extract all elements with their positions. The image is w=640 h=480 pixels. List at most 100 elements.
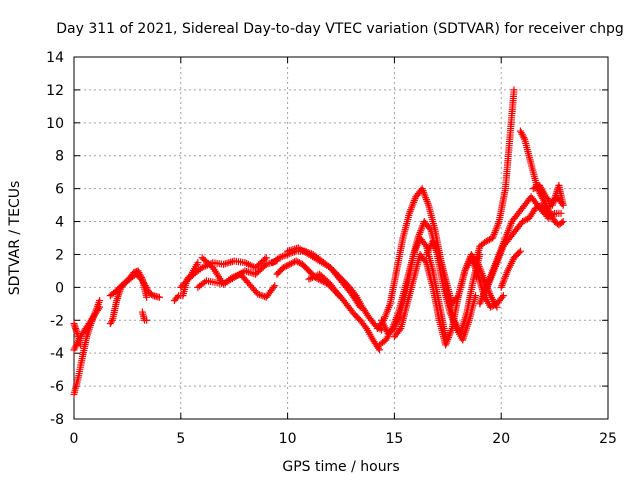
data-point	[516, 247, 524, 255]
y-tick-label: 8	[55, 149, 64, 165]
data-point	[519, 218, 527, 226]
data-point	[543, 203, 551, 211]
data-point	[421, 241, 429, 249]
data-point	[544, 204, 552, 212]
data-point	[485, 236, 493, 244]
data-point	[518, 130, 526, 138]
data-point	[355, 301, 363, 309]
data-point	[541, 199, 549, 207]
data-point	[374, 344, 382, 352]
data-point	[279, 264, 287, 272]
data-point	[542, 201, 550, 209]
data-point	[557, 209, 565, 217]
data-point	[289, 259, 297, 267]
chart-title: Day 311 of 2021, Sidereal Day-to-day VTE…	[56, 21, 624, 37]
data-point	[95, 305, 103, 313]
data-point	[484, 236, 492, 244]
data-point	[558, 219, 566, 227]
y-ticks: -8 -6 -4 -2 0 2 4 6 8 10 12 14	[46, 50, 608, 428]
data-point	[143, 316, 151, 324]
data-point	[284, 261, 292, 269]
data-point	[549, 214, 557, 222]
data-point	[546, 209, 554, 217]
data-point	[148, 290, 156, 298]
series-track-l	[273, 257, 383, 354]
data-point	[520, 217, 528, 225]
data-point	[545, 208, 553, 216]
y-tick-label: 0	[55, 280, 64, 296]
data-point	[515, 248, 523, 256]
data-point	[548, 213, 556, 221]
grid	[74, 57, 608, 419]
data-point	[283, 262, 291, 270]
data-point	[194, 259, 202, 267]
data-point	[278, 252, 286, 260]
data-point	[361, 323, 369, 331]
data-point	[499, 292, 507, 300]
data-point	[173, 293, 181, 301]
data-point	[262, 254, 270, 262]
series-track-f	[138, 308, 151, 324]
data-point	[137, 273, 145, 281]
data-point	[270, 283, 278, 291]
y-axis-label: SDTVAR / TECUs	[7, 181, 23, 296]
data-point	[137, 272, 145, 280]
data-point	[292, 257, 300, 265]
data-point	[294, 258, 302, 266]
data-point	[275, 254, 283, 262]
data-point	[201, 278, 209, 286]
x-tick-label: 15	[385, 431, 403, 447]
data-point	[531, 204, 539, 212]
data-point	[136, 270, 144, 278]
data-point	[472, 292, 480, 300]
x-tick-label: 10	[279, 431, 297, 447]
data-point	[287, 260, 295, 268]
data-point	[96, 297, 104, 305]
y-tick-label: -2	[50, 313, 64, 329]
data-point	[255, 291, 263, 299]
series-track-m	[284, 244, 364, 311]
data-point	[295, 259, 303, 267]
data-point	[76, 341, 84, 349]
data-point	[107, 318, 115, 326]
data-point	[271, 282, 279, 290]
data-point	[488, 302, 496, 310]
data-point	[519, 132, 527, 140]
series-track-b	[70, 303, 104, 354]
series-track-c	[70, 320, 84, 349]
data-point	[516, 127, 524, 135]
data-point	[421, 257, 429, 265]
data-point	[517, 129, 525, 137]
data-point	[257, 291, 265, 299]
series-track-t	[472, 86, 518, 267]
x-tick-label: 20	[492, 431, 510, 447]
data-point	[280, 252, 288, 260]
y-tick-label: 12	[46, 83, 64, 99]
data-point	[487, 303, 495, 311]
data-point	[334, 290, 342, 298]
data-point	[522, 216, 530, 224]
data-point	[531, 184, 539, 192]
y-tick-label: 14	[46, 50, 64, 66]
data-point	[490, 301, 498, 309]
series-track-n	[305, 270, 343, 300]
y-tick-label: 2	[55, 247, 64, 263]
y-tick-label: -4	[50, 346, 64, 362]
x-ticks: 0 5 10 15 20 25	[70, 57, 617, 447]
x-tick-label: 25	[599, 431, 617, 447]
data-point	[134, 267, 142, 275]
data-point	[425, 224, 433, 232]
data-point	[286, 260, 294, 268]
data-points	[70, 86, 567, 398]
plot-frame	[73, 56, 609, 420]
data-point	[254, 290, 262, 298]
data-point	[453, 293, 461, 301]
series-track-k	[269, 247, 386, 334]
data-point	[520, 134, 528, 142]
y-tick-label: 4	[55, 215, 64, 231]
series-track-e	[106, 267, 151, 328]
data-point	[277, 253, 285, 261]
series-track-w	[497, 247, 524, 291]
data-point	[559, 218, 567, 226]
data-point	[155, 293, 163, 301]
